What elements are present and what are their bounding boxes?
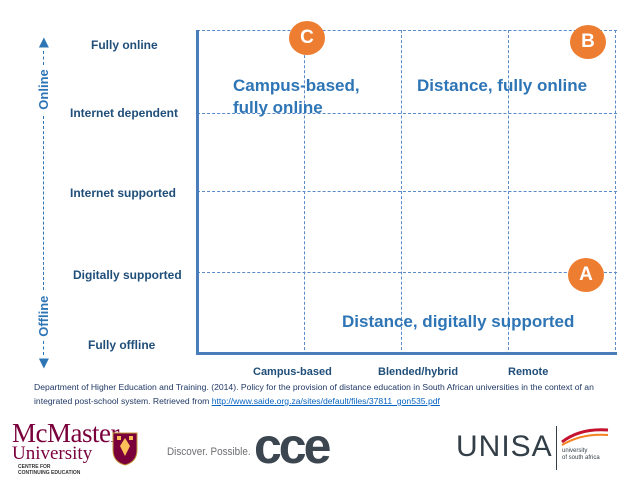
grid-line-remote (508, 30, 509, 355)
online-title: Online (35, 69, 51, 110)
y-label-fully-offline: Fully offline (88, 338, 156, 352)
x-label-blended-hybrid: Blended/hybrid (378, 366, 459, 378)
mcmaster-logo: McMaster University CENTRE FOR CONTINUIN… (12, 420, 152, 476)
arrow-right-icon: ▶ (36, 38, 50, 48)
reference-citation: Department of Higher Education and Train… (34, 380, 624, 408)
mcmaster-sub: University (12, 443, 93, 464)
unisa-logo: UNISA university of south africa (456, 424, 626, 474)
grid-line-blended (401, 30, 402, 355)
quadrant-distance-digital: Distance, digitally supported (342, 312, 575, 331)
x-label-campus-based: Campus-based (253, 366, 332, 378)
grid-line-fully-online (197, 30, 617, 31)
badge-c: C (289, 21, 325, 55)
arrow-left-icon: ◀ (36, 358, 50, 368)
y-label-digitally-supported: Digitally supported (73, 268, 182, 282)
quadrant-campus-online: Campus-based, fully online (233, 76, 360, 117)
reference-link[interactable]: http://www.saide.org.za/sites/default/fi… (211, 396, 440, 406)
mcmaster-crest-icon (112, 432, 138, 466)
reference-text: Department of Higher Education and Train… (34, 382, 594, 406)
offline-title: Offline (35, 295, 51, 337)
footer-logos: McMaster University CENTRE FOR CONTINUIN… (0, 406, 638, 485)
grid-line-campus (304, 30, 305, 355)
y-label-fully-online: Fully online (91, 38, 158, 52)
x-label-remote: Remote (508, 366, 549, 378)
badge-a: A (568, 258, 604, 292)
grid-line-digitally-supported (197, 272, 617, 273)
grid-line-internet-supported (197, 191, 617, 192)
tagline: Discover. Possible. (167, 446, 251, 458)
cce-logo: cce (254, 418, 331, 474)
badge-b: B (570, 25, 606, 59)
unisa-divider (556, 426, 557, 470)
x-axis-line (196, 352, 617, 355)
mcmaster-name: McMaster (12, 418, 119, 448)
y-label-internet-dependent: Internet dependent (70, 106, 179, 120)
online-offline-axis: ◀ Offline Online ▶ (34, 38, 52, 368)
mcmaster-small: CENTRE FOR CONTINUING EDUCATION (18, 464, 81, 476)
grid-line-right (615, 30, 616, 355)
unisa-name: UNISA (456, 430, 553, 463)
grid-line-internet-dependent (197, 113, 617, 114)
y-label-internet-supported: Internet supported (70, 186, 177, 200)
y-axis-line (196, 30, 199, 355)
unisa-small: university of south africa (562, 448, 600, 461)
unisa-swoosh-icon (561, 428, 609, 446)
quadrant-distance-online: Distance, fully online (417, 76, 588, 95)
